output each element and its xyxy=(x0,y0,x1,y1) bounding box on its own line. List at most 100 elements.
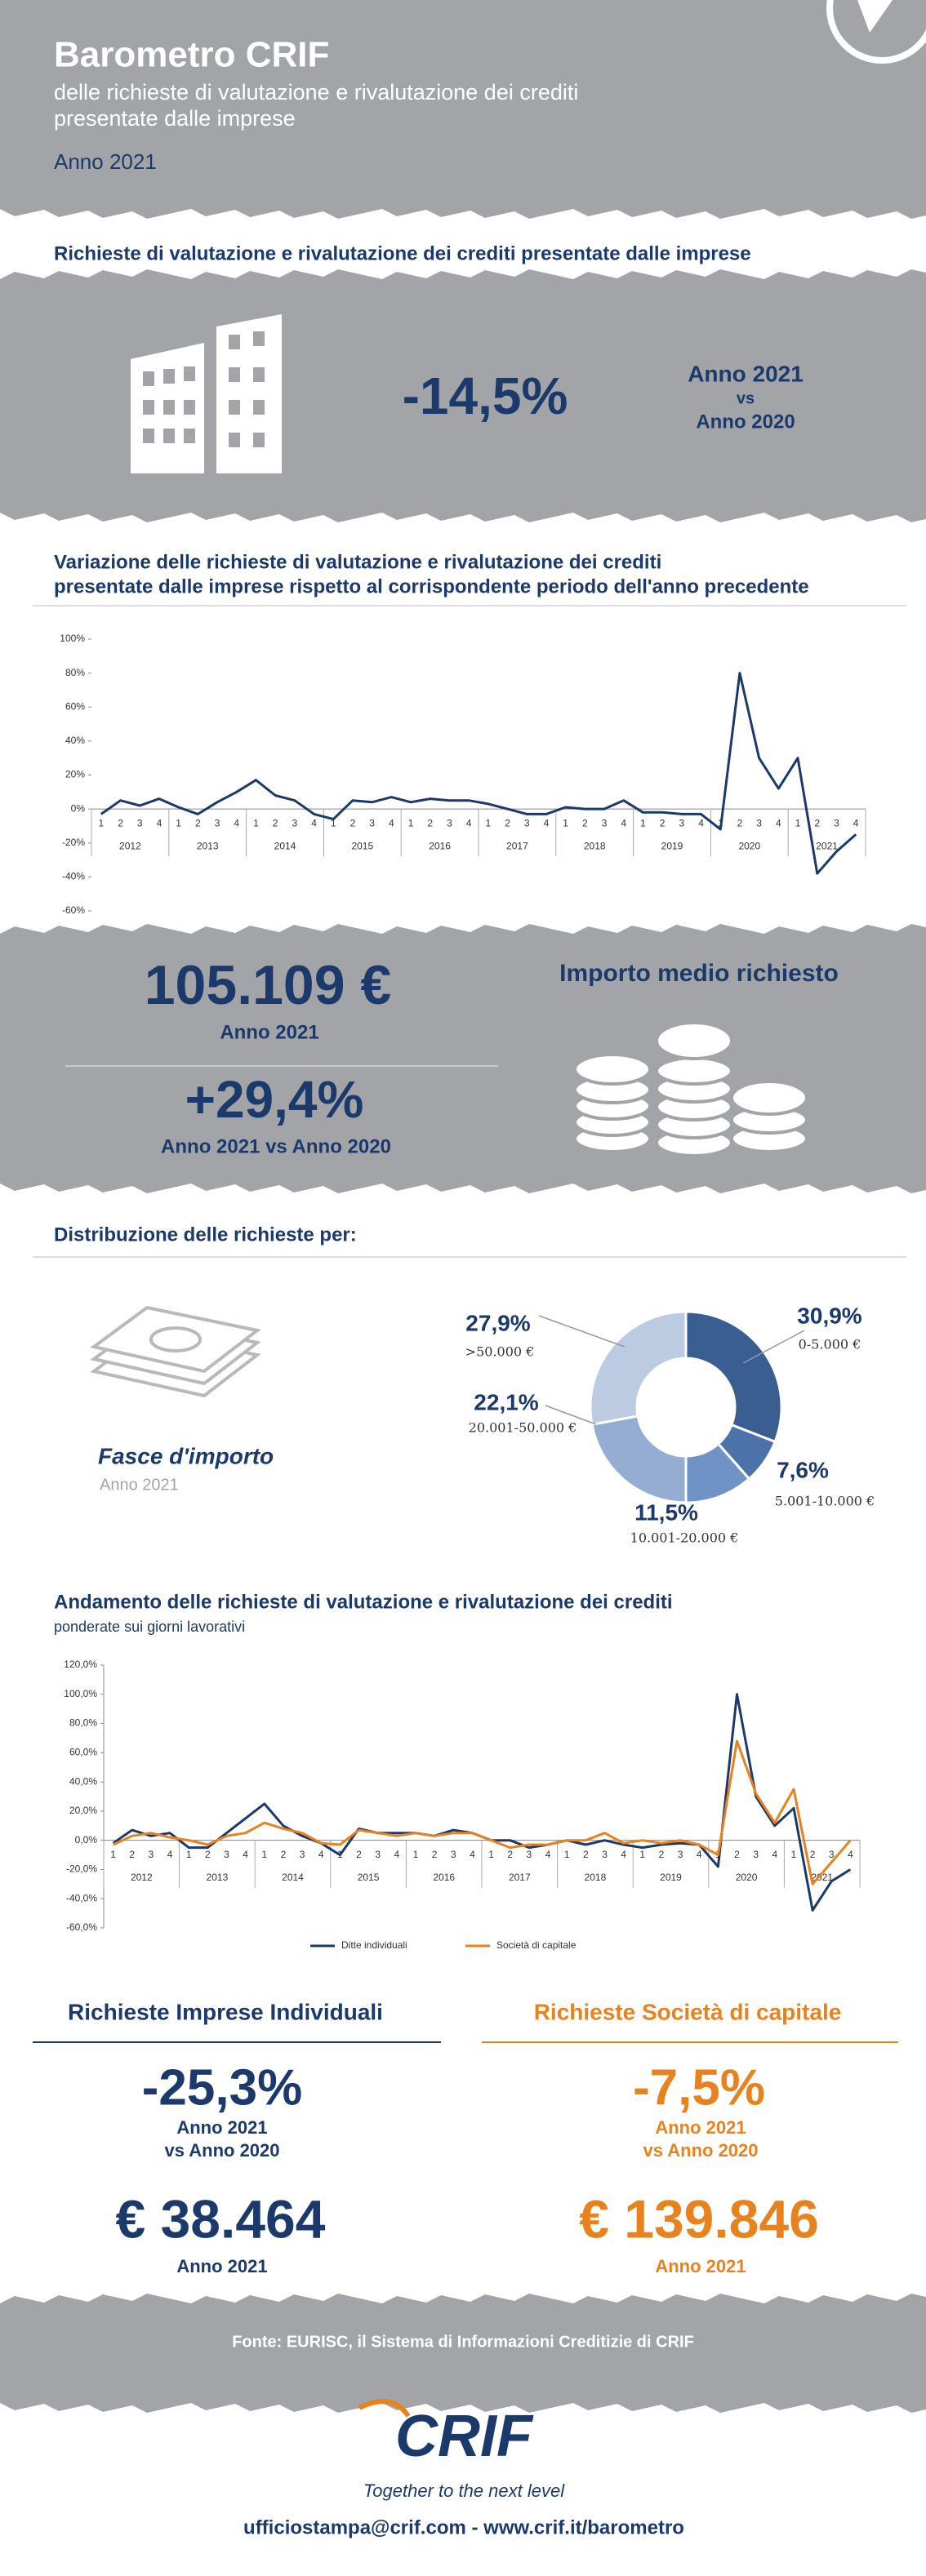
source-band xyxy=(0,2307,926,2400)
x-tick-label: 4 xyxy=(234,817,239,828)
summary-comparison: Anno 2020 xyxy=(696,411,795,433)
x-tick-label: 4 xyxy=(167,1849,173,1860)
torn-edge xyxy=(0,269,926,282)
x-tick-label: 3 xyxy=(756,817,762,828)
torn-edge xyxy=(0,2400,926,2413)
x-tick-label: 3 xyxy=(215,817,220,828)
x-tick-label: 4 xyxy=(389,817,394,828)
x-tick-label: 4 xyxy=(545,1849,551,1860)
x-tick-label: 2 xyxy=(427,817,433,828)
x-tick-label: 4 xyxy=(853,817,859,828)
x-tick-label: 3 xyxy=(224,1849,229,1860)
y-tick-label: -60% xyxy=(62,904,85,916)
x-tick-label: 2 xyxy=(734,1849,740,1860)
pie-period: Anno 2021 xyxy=(100,1476,179,1494)
x-tick-label: 2 xyxy=(432,1849,438,1860)
x-tick-label: 4 xyxy=(394,1849,399,1860)
slice-value-label: 27,9% xyxy=(465,1310,530,1335)
y-tick-label: 80,0% xyxy=(69,1717,97,1729)
x-tick-label: 1 xyxy=(261,1849,267,1860)
donut-slice xyxy=(589,1310,688,1426)
x-tick-label: 3 xyxy=(753,1849,759,1860)
slice-category-label: 20.001-50.000 € xyxy=(469,1420,577,1436)
x-tick-label: 1 xyxy=(564,1849,570,1860)
data-line xyxy=(112,1739,852,1885)
x-tick-label: 3 xyxy=(451,1849,456,1860)
tagline: Together to the next level xyxy=(363,2481,565,2501)
header-subtitle: presentate dalle imprese xyxy=(54,106,296,131)
x-tick-label: 2 xyxy=(195,817,201,828)
y-tick-label: 80% xyxy=(65,667,85,678)
y-tick-label: 40% xyxy=(65,735,85,746)
x-tick-label: 1 xyxy=(186,1849,192,1860)
header-title: Barometro CRIF xyxy=(54,35,329,75)
y-tick-label: 0,0% xyxy=(75,1834,98,1845)
x-tick-label: 4 xyxy=(772,1849,777,1860)
segment-title: Richieste Società di capitale xyxy=(534,1999,842,2024)
x-group-label: 2016 xyxy=(433,1872,455,1883)
x-tick-label: 3 xyxy=(678,1849,683,1860)
x-tick-label: 2 xyxy=(583,1849,589,1860)
x-group-label: 2018 xyxy=(585,1872,607,1883)
torn-edge xyxy=(0,2294,926,2307)
building-icon xyxy=(131,314,282,473)
logo-text: CRIF xyxy=(395,2404,534,2469)
x-tick-label: 4 xyxy=(470,1849,475,1860)
slice-category-label: 0-5.000 € xyxy=(799,1337,861,1352)
slice-category-label: 5.001-10.000 € xyxy=(775,1494,875,1509)
x-group-label: 2012 xyxy=(131,1872,153,1883)
x-tick-label: 1 xyxy=(791,1849,797,1860)
slice-value-label: 30,9% xyxy=(797,1303,861,1328)
source: Fonte: EURISC, il Sistema di Informazion… xyxy=(232,2333,694,2351)
x-group-label: 2021 xyxy=(816,840,838,851)
leader-line xyxy=(538,1315,625,1348)
x-tick-label: 2 xyxy=(273,817,278,828)
x-tick-label: 2 xyxy=(737,817,743,828)
x-tick-label: 2 xyxy=(281,1849,287,1860)
x-tick-label: 4 xyxy=(698,817,704,828)
compass-icon xyxy=(826,0,926,64)
x-group-label: 2020 xyxy=(738,840,760,851)
x-tick-label: 3 xyxy=(602,1849,608,1860)
summary-comparison: Anno 2021 xyxy=(688,361,804,386)
torn-edges xyxy=(0,206,926,2413)
header-band xyxy=(0,0,926,206)
x-tick-label: 3 xyxy=(137,817,143,828)
donut-slice xyxy=(684,1310,783,1444)
y-tick-label: -20,0% xyxy=(66,1863,97,1875)
x-tick-label: 3 xyxy=(524,817,530,828)
y-tick-label: 100% xyxy=(60,633,85,644)
y-tick-label: -60,0% xyxy=(66,1921,97,1933)
x-tick-label: 4 xyxy=(621,1849,626,1860)
y-tick-label: 60% xyxy=(65,700,85,712)
x-group-label: 2013 xyxy=(207,1872,229,1883)
x-group-label: 2019 xyxy=(661,840,683,851)
y-tick-label: -20% xyxy=(62,837,85,848)
x-group-label: 2017 xyxy=(509,1872,531,1883)
segment-comparison: vs Anno 2020 xyxy=(164,2140,279,2161)
leader-line xyxy=(545,1405,597,1425)
x-tick-label: 1 xyxy=(639,1849,645,1860)
x-tick-label: 3 xyxy=(602,817,608,828)
segment-title: Richieste Imprese Individuali xyxy=(68,1999,383,2024)
x-tick-label: 2 xyxy=(814,817,820,828)
torn-edge xyxy=(0,509,926,522)
slice-category-label: >50.000 € xyxy=(465,1344,535,1360)
x-tick-label: 4 xyxy=(697,1849,702,1860)
slice-value-label: 7,6% xyxy=(777,1457,829,1482)
x-tick-label: 1 xyxy=(795,817,801,828)
x-tick-label: 2 xyxy=(350,817,356,828)
torn-edge xyxy=(0,206,926,219)
slice-category-label: 10.001-20.000 € xyxy=(630,1530,739,1546)
x-tick-label: 2 xyxy=(118,817,123,828)
x-tick-label: 3 xyxy=(300,1849,305,1860)
y-tick-label: 120,0% xyxy=(64,1659,97,1670)
x-tick-label: 1 xyxy=(486,817,492,828)
x-tick-label: 3 xyxy=(447,817,452,828)
section-heading: Richieste di valutazione e rivalutazione… xyxy=(54,242,751,264)
x-group-label: 2013 xyxy=(197,840,219,851)
x-tick-label: 1 xyxy=(640,817,646,828)
x-tick-label: 3 xyxy=(679,817,685,828)
header-subtitle: delle richieste di valutazione e rivalut… xyxy=(54,80,578,104)
